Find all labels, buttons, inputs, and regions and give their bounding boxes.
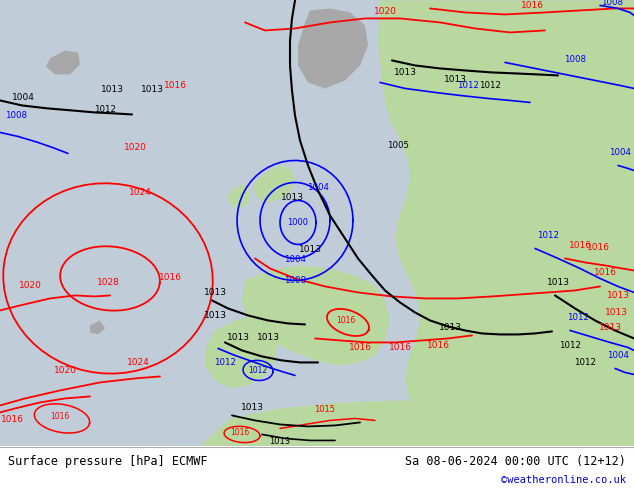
Text: 1020: 1020 [53,367,77,375]
Text: 1016: 1016 [230,428,250,437]
Polygon shape [227,184,250,208]
Polygon shape [253,166,295,202]
Text: 1016: 1016 [164,81,186,91]
Text: 1013: 1013 [204,312,226,320]
Polygon shape [242,266,390,366]
Text: 1016: 1016 [349,343,372,352]
Text: 1004: 1004 [284,255,306,265]
Polygon shape [200,400,634,446]
Text: 1013: 1013 [439,323,462,332]
Text: 1015: 1015 [314,405,335,415]
Polygon shape [46,50,80,74]
Text: 1005: 1005 [387,142,409,150]
Text: 1013: 1013 [141,85,164,95]
Text: 1020: 1020 [373,7,396,17]
Text: 1016: 1016 [50,412,70,421]
Polygon shape [0,0,634,446]
Text: 1012: 1012 [479,81,501,91]
Text: Sa 08-06-2024 00:00 UTC (12+12): Sa 08-06-2024 00:00 UTC (12+12) [405,455,626,468]
Text: 1016: 1016 [389,343,411,352]
Text: 1013: 1013 [607,292,630,300]
Text: 1012: 1012 [567,314,589,322]
Text: 1013: 1013 [299,245,321,254]
Text: 1013: 1013 [204,289,226,297]
Text: 1016: 1016 [158,273,181,282]
Text: 1016: 1016 [1,416,23,424]
Text: 1004: 1004 [607,351,629,361]
Text: 1004: 1004 [307,183,329,193]
Text: 1013: 1013 [547,278,569,288]
Text: 1020: 1020 [18,281,41,291]
Text: 1013: 1013 [444,75,467,84]
Text: Surface pressure [hPa] ECMWF: Surface pressure [hPa] ECMWF [8,455,207,468]
Text: 1012: 1012 [249,366,268,375]
Text: 1004: 1004 [12,94,35,102]
Text: 1028: 1028 [96,278,119,287]
Text: 1013: 1013 [101,85,124,95]
Text: 1013: 1013 [240,403,264,413]
Text: 1008: 1008 [564,55,586,65]
Text: 1013: 1013 [280,194,304,202]
Text: 1004: 1004 [609,148,631,157]
Text: ©weatheronline.co.uk: ©weatheronline.co.uk [501,475,626,485]
Text: 1013: 1013 [394,69,417,77]
Text: 1012: 1012 [574,359,596,368]
Text: 1016: 1016 [569,242,592,250]
Text: 1013: 1013 [226,333,250,343]
Text: 1008: 1008 [5,111,27,121]
Text: 1016: 1016 [337,316,356,325]
Text: 1016: 1016 [427,342,450,350]
Text: 1008: 1008 [284,276,306,286]
Polygon shape [90,320,105,335]
Text: 1024: 1024 [127,359,150,368]
Text: 1012: 1012 [214,359,236,368]
Text: 1024: 1024 [129,189,152,197]
Text: 1012: 1012 [537,231,559,241]
Text: 1012: 1012 [559,342,581,350]
Text: 1016: 1016 [593,269,616,277]
Text: 1013: 1013 [598,323,621,332]
Text: 1000: 1000 [287,218,309,227]
Text: 1012: 1012 [94,105,116,115]
Text: 1013: 1013 [257,333,280,343]
Polygon shape [378,0,634,446]
Text: 1016: 1016 [586,244,609,252]
Text: 1020: 1020 [124,144,146,152]
Text: 1013: 1013 [604,308,628,318]
Text: 1008: 1008 [601,0,623,7]
Text: 1016: 1016 [521,1,543,10]
Polygon shape [298,8,368,88]
Text: 1013: 1013 [269,438,290,446]
Text: 1012: 1012 [457,81,479,91]
Polygon shape [205,316,278,389]
